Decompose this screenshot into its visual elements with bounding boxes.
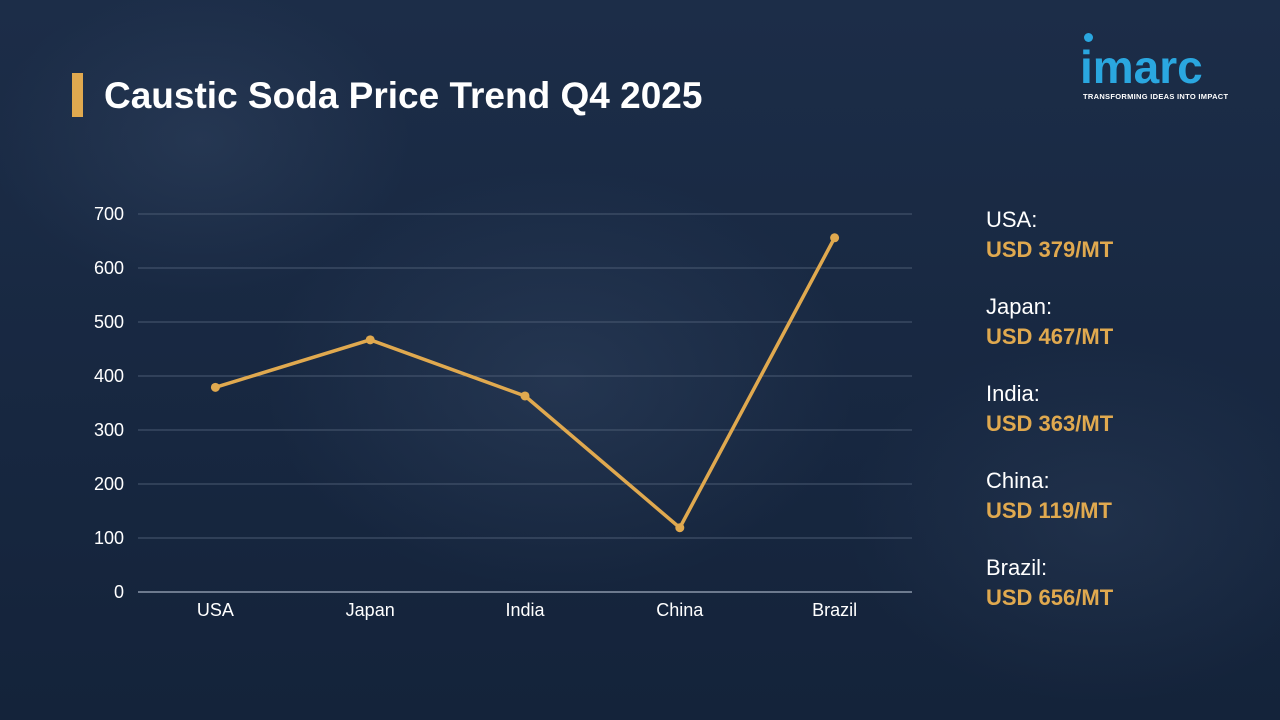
data-point-india: [520, 391, 530, 401]
imarc-logo: imarc TRANSFORMING IDEAS INTO IMPACT: [1080, 30, 1250, 105]
y-axis-ticks: 0 100 200 300 400 500 600 700: [94, 204, 124, 602]
data-point-brazil: [830, 233, 840, 243]
price-country: Brazil:: [986, 555, 1048, 580]
price-item-india: India: USD 363/MT: [986, 379, 1266, 466]
y-tick-label: 600: [94, 258, 124, 278]
price-item-brazil: Brazil: USD 656/MT: [986, 553, 1266, 640]
price-value: USD 379/MT: [986, 237, 1114, 262]
price-country: India:: [986, 381, 1040, 406]
price-item-usa: USA: USD 379/MT: [986, 205, 1266, 292]
y-tick-label: 200: [94, 474, 124, 494]
y-tick-label: 700: [94, 204, 124, 224]
y-tick-label: 300: [94, 420, 124, 440]
price-value: USD 656/MT: [986, 585, 1114, 610]
price-value: USD 363/MT: [986, 411, 1114, 436]
y-tick-label: 0: [114, 582, 124, 602]
price-country: Japan:: [986, 294, 1053, 319]
page-title: Caustic Soda Price Trend Q4 2025: [104, 75, 703, 116]
logo-dot: [1084, 33, 1093, 42]
price-country: China:: [986, 468, 1050, 493]
x-tick-label: Brazil: [812, 600, 857, 620]
logo-tagline: TRANSFORMING IDEAS INTO IMPACT: [1083, 92, 1229, 101]
x-tick-label: China: [656, 600, 704, 620]
data-point-japan: [365, 335, 375, 345]
price-item-china: China: USD 119/MT: [986, 466, 1266, 553]
x-tick-label: Japan: [346, 600, 395, 620]
x-tick-label: India: [505, 600, 545, 620]
x-tick-label: USA: [197, 600, 234, 620]
logo-wordmark: imarc: [1080, 41, 1203, 93]
title-accent-bar: [72, 73, 83, 117]
chart-series: [210, 233, 840, 533]
y-tick-label: 500: [94, 312, 124, 332]
price-item-japan: Japan: USD 467/MT: [986, 292, 1266, 379]
y-tick-label: 400: [94, 366, 124, 386]
y-tick-label: 100: [94, 528, 124, 548]
x-axis-ticks: USA Japan India China Brazil: [197, 600, 857, 620]
data-point-china: [675, 523, 685, 533]
price-country: USA:: [986, 207, 1038, 232]
data-point-usa: [210, 382, 220, 392]
price-summary-panel: USA: USD 379/MT Japan: USD 467/MT India:…: [986, 205, 1266, 640]
price-value: USD 467/MT: [986, 324, 1114, 349]
price-value: USD 119/MT: [986, 498, 1112, 523]
chart-gridlines: [138, 213, 912, 593]
